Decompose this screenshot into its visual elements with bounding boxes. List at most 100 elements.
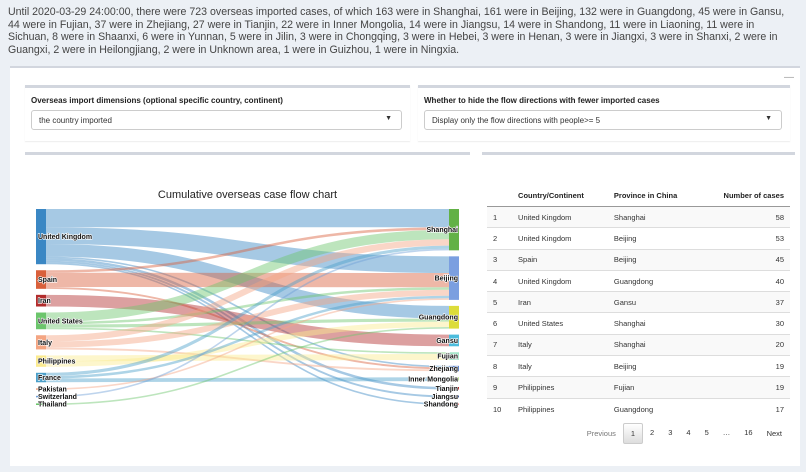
target-label: Jiangsu xyxy=(432,394,458,401)
row-index: 7 xyxy=(487,334,512,355)
province-cell: Shanghai xyxy=(608,313,701,334)
source-label: United States xyxy=(38,318,83,325)
target-label: Shanghai xyxy=(426,227,458,234)
dimension-label: Overseas import dimensions (optional spe… xyxy=(31,96,410,105)
target-label: Guangdong xyxy=(419,315,458,322)
dropdown-arrow-icon: ▼ xyxy=(385,115,392,122)
target-label: Zhejiang xyxy=(429,366,458,373)
page-button[interactable]: 2 xyxy=(643,423,661,444)
row-index: 6 xyxy=(487,313,512,334)
dropdown-arrow-icon: ▼ xyxy=(765,115,772,122)
cases-cell: 30 xyxy=(701,313,790,334)
province-cell: Guangdong xyxy=(608,398,701,419)
page-button[interactable]: 16 xyxy=(737,423,759,444)
province-cell: Beijing xyxy=(608,228,701,249)
page-button[interactable]: 5 xyxy=(698,423,716,444)
province-cell: Beijing xyxy=(608,249,701,270)
target-label: Beijing xyxy=(435,276,458,283)
source-label: Switzerland xyxy=(38,394,77,401)
target-label: Fujian xyxy=(437,354,458,361)
target-label: Tianjin xyxy=(436,386,458,393)
row-index: 8 xyxy=(487,356,512,377)
page-button[interactable]: 4 xyxy=(679,423,697,444)
summary-text: Until 2020-03-29 24:00:00, there were 72… xyxy=(8,6,798,56)
dimension-select[interactable]: the country imported ▼ xyxy=(31,110,402,130)
row-index: 1 xyxy=(487,207,512,228)
province-cell: Guangdong xyxy=(608,270,701,291)
target-label: Gansu xyxy=(436,338,458,345)
source-label: Thailand xyxy=(38,402,67,409)
hide-label: Whether to hide the flow directions with… xyxy=(424,96,790,105)
chart-title: Cumulative overseas case flow chart xyxy=(25,189,470,201)
previous-button[interactable]: Previous xyxy=(580,424,623,443)
row-index: 9 xyxy=(487,377,512,398)
next-button[interactable]: Next xyxy=(760,424,789,443)
country-cell: United Kingdom xyxy=(512,228,608,249)
source-label: Philippines xyxy=(38,359,75,366)
page-button[interactable]: 3 xyxy=(661,423,679,444)
column-header[interactable]: Number of cases xyxy=(701,185,790,207)
main-panel: — Overseas import dimensions (optional s… xyxy=(10,66,800,466)
cases-cell: 45 xyxy=(701,249,790,270)
source-label: Iran xyxy=(38,298,51,305)
province-cell: Shanghai xyxy=(608,334,701,355)
row-index: 5 xyxy=(487,292,512,313)
cases-cell: 19 xyxy=(701,356,790,377)
row-index: 4 xyxy=(487,270,512,291)
cases-cell: 19 xyxy=(701,377,790,398)
target-label: Shandong xyxy=(424,402,458,409)
row-index: 10 xyxy=(487,398,512,419)
column-header[interactable]: Province in China xyxy=(608,185,701,207)
column-header[interactable]: Country/Continent xyxy=(512,185,608,207)
target-label: Inner Mongolia xyxy=(408,377,458,384)
dimension-value: the country imported xyxy=(39,116,112,125)
row-index: 2 xyxy=(487,228,512,249)
country-cell: United States xyxy=(512,313,608,334)
province-cell: Beijing xyxy=(608,356,701,377)
country-cell: Philippines xyxy=(512,377,608,398)
province-cell: Fujian xyxy=(608,377,701,398)
source-label: Pakistan xyxy=(38,387,67,394)
column-header[interactable] xyxy=(487,185,512,207)
row-index: 3 xyxy=(487,249,512,270)
cases-cell: 17 xyxy=(701,398,790,419)
collapse-button[interactable]: — xyxy=(784,72,794,83)
hide-filter-box: Whether to hide the flow directions with… xyxy=(418,85,790,141)
page-button: … xyxy=(716,423,738,444)
country-cell: Iran xyxy=(512,292,608,313)
source-label: France xyxy=(38,375,61,382)
source-label: Italy xyxy=(38,340,52,347)
country-cell: Spain xyxy=(512,249,608,270)
dimension-filter-box: Overseas import dimensions (optional spe… xyxy=(25,85,410,141)
chart-box: Cumulative overseas case flow chart Unit… xyxy=(25,152,470,472)
country-cell: United Kingdom xyxy=(512,270,608,291)
cases-cell: 58 xyxy=(701,207,790,228)
flow-link[interactable] xyxy=(46,357,449,359)
cases-cell: 40 xyxy=(701,270,790,291)
hide-select[interactable]: Display only the flow directions with pe… xyxy=(424,110,782,130)
cases-cell: 20 xyxy=(701,334,790,355)
cases-cell: 53 xyxy=(701,228,790,249)
country-cell: United Kingdom xyxy=(512,207,608,228)
page-button[interactable]: 1 xyxy=(623,423,643,444)
country-cell: Italy xyxy=(512,356,608,377)
source-label: Spain xyxy=(38,277,57,284)
cases-cell: 37 xyxy=(701,292,790,313)
country-cell: Italy xyxy=(512,334,608,355)
province-cell: Shanghai xyxy=(608,207,701,228)
flow-link[interactable] xyxy=(46,379,449,380)
province-cell: Gansu xyxy=(608,292,701,313)
